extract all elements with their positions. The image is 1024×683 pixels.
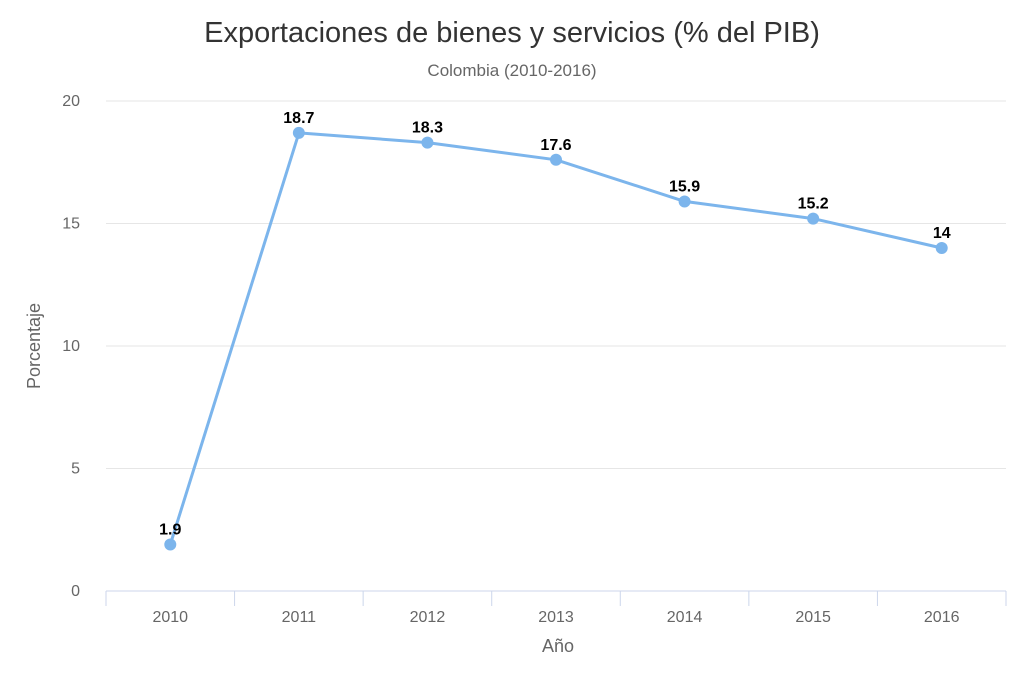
data-label: 18.7	[283, 110, 314, 127]
chart-subtitle: Colombia (2010-2016)	[427, 61, 596, 80]
x-tick-label: 2012	[410, 609, 446, 626]
x-tick-label: 2011	[282, 609, 317, 626]
data-point[interactable]	[678, 195, 691, 208]
data-point[interactable]	[292, 126, 305, 139]
data-labels: 1.9 18.7 18.3 17.6 15.9 15.2 14	[159, 110, 951, 539]
y-tick-label: 15	[62, 216, 80, 233]
x-axis-ticks: 2010 2011 2012 2013 2014 2015 2016	[152, 609, 959, 626]
x-tick-label: 2016	[924, 609, 960, 626]
data-label: 17.6	[540, 137, 571, 154]
x-axis	[105, 590, 1007, 606]
data-label: 15.2	[798, 196, 829, 213]
data-label: 18.3	[412, 120, 443, 137]
series-group	[164, 126, 948, 551]
gridlines	[106, 100, 1006, 469]
data-point[interactable]	[164, 538, 177, 551]
data-point[interactable]	[935, 242, 948, 254]
y-tick-label: 0	[71, 583, 80, 600]
x-axis-title: Año	[542, 636, 574, 656]
x-tick-label: 2015	[795, 609, 831, 626]
y-tick-label: 5	[71, 461, 80, 478]
x-tick-label: 2014	[667, 609, 703, 626]
y-axis-ticks: 0 5 10 15 20	[62, 93, 80, 600]
y-tick-label: 20	[62, 93, 80, 110]
data-point[interactable]	[421, 136, 434, 149]
y-axis-title: Porcentaje	[24, 303, 44, 389]
data-label: 14	[933, 225, 951, 242]
data-label: 1.9	[159, 521, 181, 538]
data-label: 15.9	[669, 178, 700, 195]
x-tick-label: 2010	[152, 609, 188, 626]
data-point[interactable]	[807, 212, 820, 225]
data-point[interactable]	[550, 153, 562, 166]
x-tick-label: 2013	[538, 609, 574, 626]
chart-title: Exportaciones de bienes y servicios (% d…	[204, 17, 820, 49]
y-tick-label: 10	[62, 338, 80, 355]
